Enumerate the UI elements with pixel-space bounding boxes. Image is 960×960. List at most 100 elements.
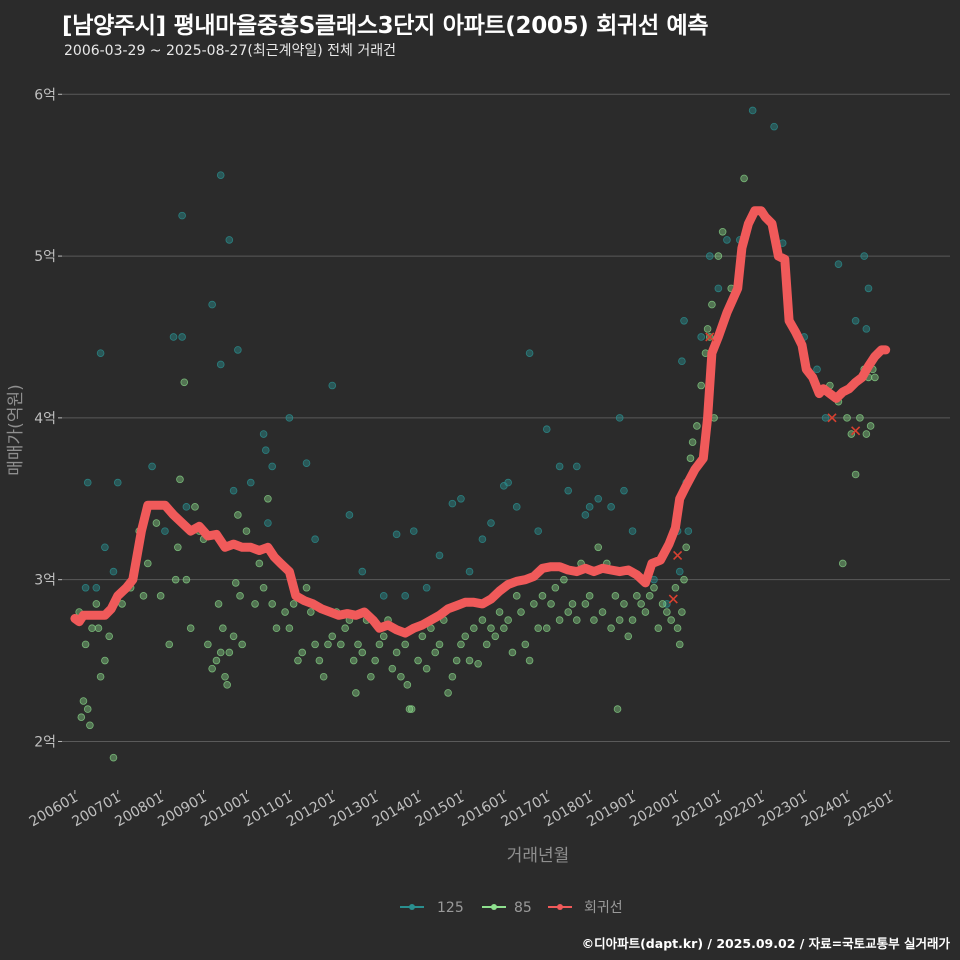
point-125 xyxy=(594,494,603,503)
forecast-marker xyxy=(827,413,837,423)
point-125 xyxy=(101,543,109,552)
point-85 xyxy=(555,616,564,624)
forecast-marker xyxy=(673,550,683,560)
point-85 xyxy=(328,632,337,641)
point-85 xyxy=(435,640,444,649)
point-85 xyxy=(650,583,658,592)
point-85 xyxy=(624,632,633,641)
point-85 xyxy=(105,632,113,641)
point-85 xyxy=(585,592,594,600)
point-85 xyxy=(352,689,360,697)
point-125 xyxy=(615,414,624,422)
y-axis: 2억 3억 4억 5억 6억 xyxy=(34,87,62,750)
point-125 xyxy=(311,535,319,544)
point-125 xyxy=(182,503,191,511)
point-125 xyxy=(259,430,268,438)
point-85 xyxy=(319,672,328,681)
point-85 xyxy=(525,656,534,665)
point-125 xyxy=(216,360,225,369)
point-85 xyxy=(281,608,289,616)
chart-subtitle: 2006-03-29 ~ 2025-08-27(최근계약일) 전체 거래건 xyxy=(64,43,396,59)
point-85 xyxy=(444,689,452,697)
point-85 xyxy=(182,575,191,584)
legend-swatch-point xyxy=(557,904,563,910)
point-85 xyxy=(349,656,358,665)
point-85 xyxy=(165,640,174,649)
x-tick-label: 200701 xyxy=(69,790,123,831)
point-125 xyxy=(358,567,367,576)
x-tick-label: 201801 xyxy=(541,790,595,831)
point-85 xyxy=(675,640,684,649)
point-125 xyxy=(264,519,272,527)
point-125 xyxy=(81,583,90,592)
point-85 xyxy=(315,656,324,665)
point-85 xyxy=(229,632,238,641)
point-125 xyxy=(620,486,628,495)
point-85 xyxy=(658,600,667,608)
point-85 xyxy=(431,648,440,657)
point-85 xyxy=(452,656,461,665)
point-125 xyxy=(813,365,821,374)
regression-line xyxy=(70,206,891,638)
point-85 xyxy=(667,616,675,624)
point-85 xyxy=(572,616,581,624)
series-85-points xyxy=(75,174,879,762)
point-125 xyxy=(435,551,444,560)
y-axis-title: 매매가(억원) xyxy=(6,384,26,475)
point-85 xyxy=(414,656,422,665)
point-125 xyxy=(821,414,830,422)
point-125 xyxy=(448,499,457,508)
legend-swatch-point xyxy=(491,904,497,910)
point-85 xyxy=(337,640,345,649)
point-85 xyxy=(521,640,530,649)
point-125 xyxy=(678,357,686,366)
point-85 xyxy=(534,624,542,633)
point-125 xyxy=(83,478,92,487)
point-85 xyxy=(176,475,184,484)
point-85 xyxy=(843,414,851,422)
point-85 xyxy=(470,624,478,633)
point-85 xyxy=(508,648,517,657)
point-125 xyxy=(268,462,277,471)
point-85 xyxy=(225,648,234,657)
point-85 xyxy=(101,656,109,665)
point-85 xyxy=(223,681,231,689)
point-85 xyxy=(495,608,504,616)
point-85 xyxy=(714,252,723,260)
x-tick-label: 201501 xyxy=(413,790,467,831)
forecast-marker xyxy=(668,594,678,604)
point-85 xyxy=(88,624,96,633)
point-85 xyxy=(221,672,229,681)
point-85 xyxy=(465,656,474,665)
point-125 xyxy=(178,333,186,341)
x-tick-label: 201901 xyxy=(584,790,638,831)
point-125 xyxy=(864,284,873,293)
point-85 xyxy=(474,659,482,668)
point-125 xyxy=(860,252,869,260)
point-125 xyxy=(684,527,693,535)
point-85 xyxy=(478,616,487,624)
point-85 xyxy=(388,664,397,673)
point-85 xyxy=(457,640,465,649)
point-125 xyxy=(392,530,401,539)
point-125 xyxy=(542,425,551,433)
point-125 xyxy=(748,106,757,115)
x-tick-label: 200801 xyxy=(112,790,166,831)
point-85 xyxy=(448,672,457,681)
point-125 xyxy=(770,122,778,131)
point-85 xyxy=(564,608,573,616)
point-85 xyxy=(538,592,547,600)
point-85 xyxy=(401,640,409,649)
point-85 xyxy=(77,713,86,721)
point-85 xyxy=(139,592,148,600)
point-85 xyxy=(594,543,603,552)
point-125 xyxy=(504,478,512,487)
point-85 xyxy=(862,430,871,438)
x-tick-label: 201701 xyxy=(498,790,552,831)
point-85 xyxy=(358,648,367,657)
point-85 xyxy=(491,632,500,641)
point-125 xyxy=(234,346,242,354)
point-85 xyxy=(703,325,712,333)
point-85 xyxy=(307,608,315,616)
